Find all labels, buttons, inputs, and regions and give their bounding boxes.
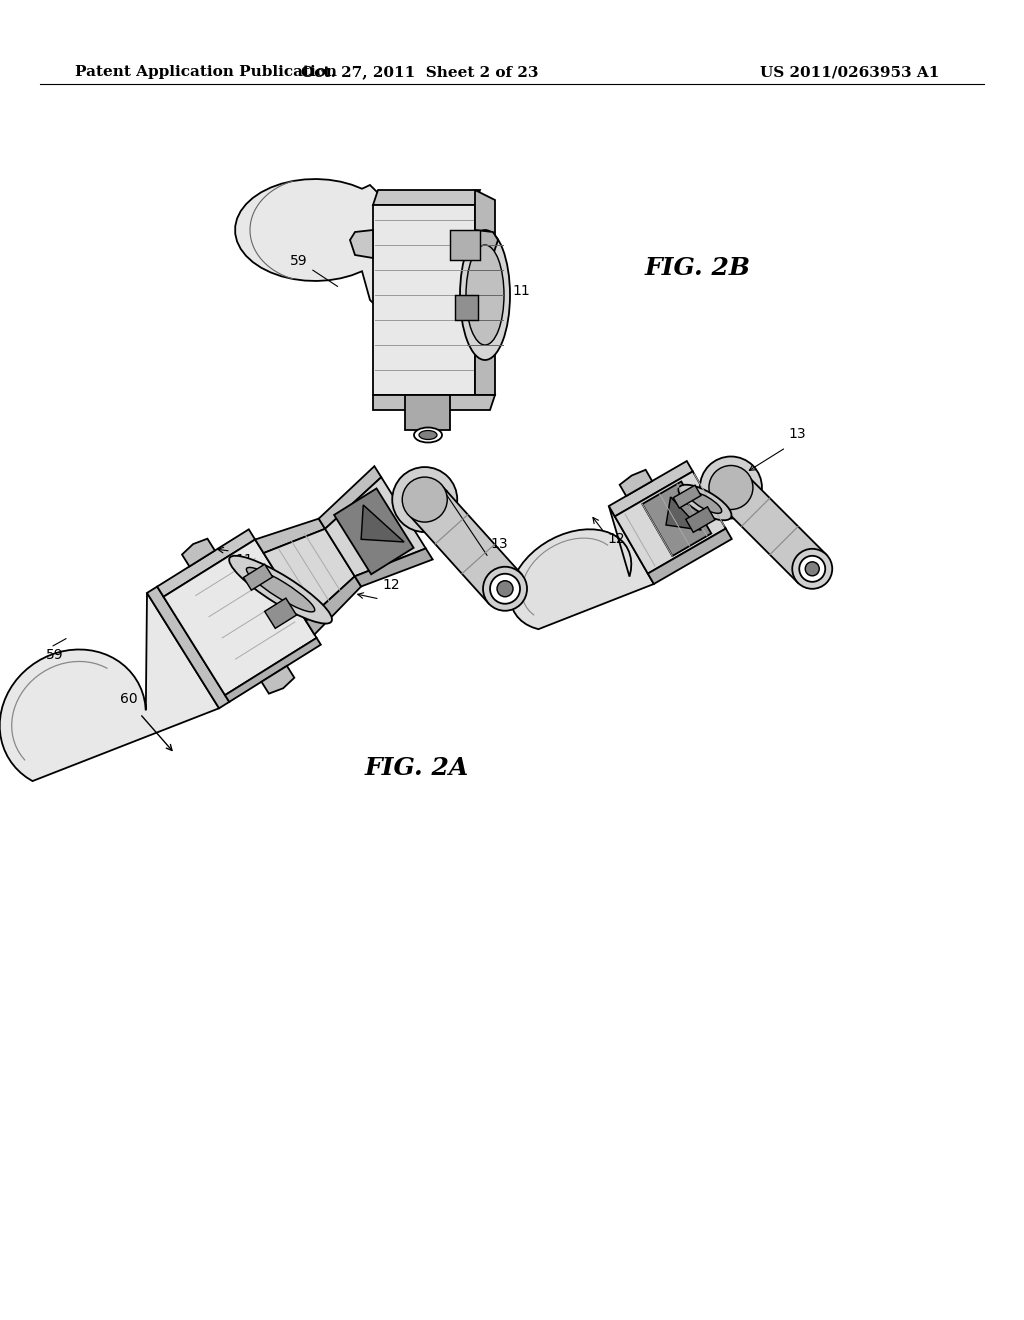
Ellipse shape: [805, 562, 819, 576]
Text: 12: 12: [607, 532, 625, 546]
Polygon shape: [686, 507, 715, 532]
Text: 12: 12: [383, 578, 400, 593]
Text: Patent Application Publication: Patent Application Publication: [75, 65, 337, 79]
Polygon shape: [450, 230, 480, 260]
Text: FIG. 2B: FIG. 2B: [645, 256, 751, 280]
Polygon shape: [261, 665, 294, 693]
Ellipse shape: [793, 549, 833, 589]
Ellipse shape: [800, 556, 825, 582]
Ellipse shape: [700, 457, 762, 519]
Ellipse shape: [392, 467, 458, 532]
Text: 11: 11: [496, 284, 529, 308]
Polygon shape: [263, 529, 354, 620]
Polygon shape: [455, 294, 478, 319]
Text: 11: 11: [236, 553, 254, 568]
Ellipse shape: [497, 581, 513, 597]
Polygon shape: [318, 466, 381, 529]
Polygon shape: [264, 598, 297, 628]
Polygon shape: [164, 540, 316, 696]
Ellipse shape: [414, 428, 442, 442]
Polygon shape: [674, 486, 701, 508]
Polygon shape: [354, 548, 433, 586]
Text: 59: 59: [290, 253, 338, 286]
Polygon shape: [620, 470, 652, 496]
Text: FIG. 2A: FIG. 2A: [365, 756, 469, 780]
Polygon shape: [475, 190, 495, 395]
Text: 59: 59: [45, 648, 63, 663]
Polygon shape: [642, 482, 712, 556]
Polygon shape: [614, 471, 726, 574]
Ellipse shape: [460, 230, 510, 360]
Polygon shape: [147, 586, 229, 709]
Text: 13: 13: [788, 426, 807, 441]
Polygon shape: [717, 474, 826, 583]
Polygon shape: [648, 528, 732, 583]
Polygon shape: [361, 506, 404, 543]
Polygon shape: [244, 564, 272, 590]
Ellipse shape: [678, 484, 731, 520]
Text: 13: 13: [490, 537, 508, 550]
Polygon shape: [409, 484, 521, 603]
Polygon shape: [373, 190, 480, 205]
Polygon shape: [255, 519, 325, 553]
Polygon shape: [182, 539, 215, 566]
Ellipse shape: [466, 246, 504, 345]
Polygon shape: [350, 230, 373, 257]
Ellipse shape: [419, 430, 437, 440]
Polygon shape: [406, 395, 450, 430]
Polygon shape: [325, 478, 426, 577]
Polygon shape: [236, 180, 380, 310]
Ellipse shape: [688, 491, 722, 513]
Polygon shape: [609, 461, 693, 516]
Polygon shape: [0, 593, 219, 781]
Polygon shape: [306, 577, 361, 635]
Polygon shape: [334, 488, 414, 574]
Text: Oct. 27, 2011  Sheet 2 of 23: Oct. 27, 2011 Sheet 2 of 23: [301, 65, 539, 79]
Polygon shape: [373, 395, 495, 411]
Polygon shape: [666, 496, 701, 531]
Polygon shape: [475, 230, 498, 257]
Ellipse shape: [483, 566, 527, 611]
Ellipse shape: [229, 556, 332, 623]
Ellipse shape: [709, 466, 753, 510]
Polygon shape: [510, 506, 654, 630]
Polygon shape: [157, 529, 255, 597]
Ellipse shape: [490, 574, 520, 603]
Polygon shape: [225, 638, 321, 702]
Text: 60: 60: [120, 692, 137, 706]
Ellipse shape: [247, 568, 314, 612]
Ellipse shape: [402, 477, 447, 523]
Text: US 2011/0263953 A1: US 2011/0263953 A1: [760, 65, 939, 79]
Polygon shape: [373, 205, 475, 395]
